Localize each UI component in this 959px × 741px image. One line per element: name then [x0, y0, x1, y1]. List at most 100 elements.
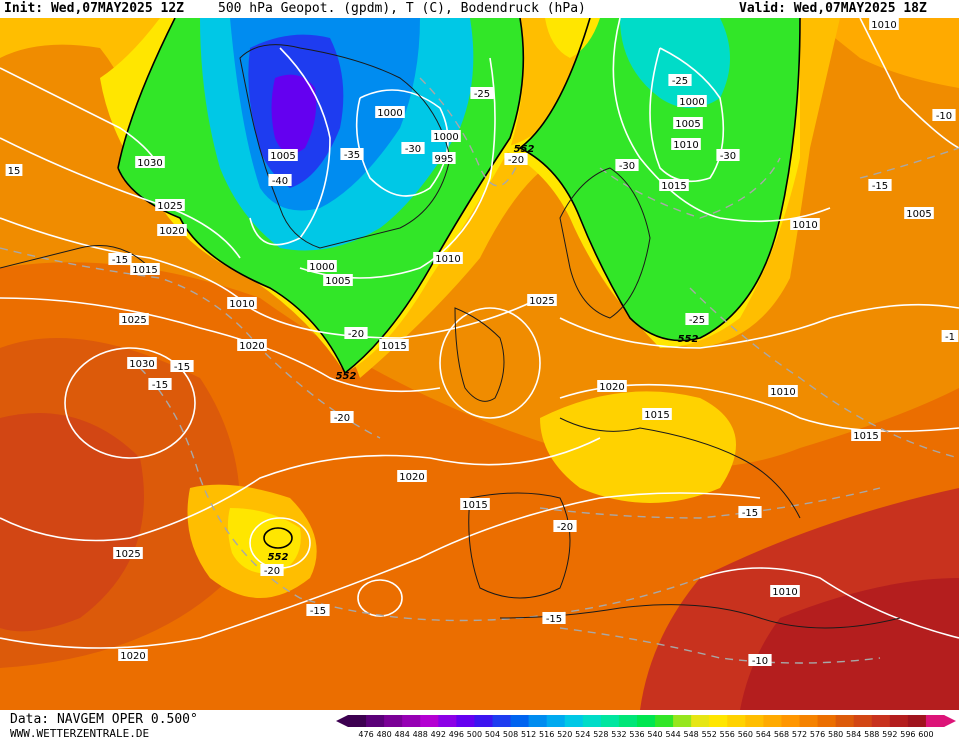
colorbar-label: 508: [503, 730, 518, 739]
colorbar-label: 560: [738, 730, 753, 739]
pressure-label-bg: [130, 263, 160, 275]
pressure-label-text: 1025: [115, 549, 140, 560]
temperature-label-text: -20: [334, 413, 350, 424]
temperature-label: -15: [170, 360, 194, 373]
pressure-label-text: 1020: [120, 651, 145, 662]
colorbar-label: 592: [882, 730, 897, 739]
isotherm: [559, 627, 881, 664]
isotherm: [0, 247, 381, 439]
colorbar-swatch: [709, 715, 728, 727]
isobar-high-1030: [64, 347, 196, 459]
isobar: [299, 57, 496, 279]
pressure-label-text: 1010: [770, 387, 795, 398]
temperature-label: -15: [148, 378, 172, 391]
colorbar-label: 524: [575, 730, 590, 739]
pressure-label-bg: [851, 429, 881, 441]
pressure-label: 1025: [113, 547, 143, 560]
temperature-label-bg: [668, 74, 692, 86]
pressure-label: 1010: [671, 138, 701, 151]
temperature-label: -30: [615, 159, 639, 172]
pressure-label-text: 1020: [239, 341, 264, 352]
pressure-label: 1030: [127, 357, 157, 370]
colorbar-swatch: [618, 715, 638, 727]
temperature-label-text: -15: [174, 362, 190, 373]
pressure-label: 1015: [379, 339, 409, 352]
colorbar-label: 480: [376, 730, 391, 739]
pressure-label-text: 1015: [853, 431, 878, 442]
temperature-label: -15: [542, 612, 566, 625]
temperature-label-bg: [716, 149, 740, 161]
pressure-label-bg: [155, 199, 185, 211]
temperature-label-text: -30: [405, 144, 421, 155]
colorbar-swatch: [384, 715, 403, 727]
pressure-label-bg: [118, 649, 148, 661]
pressure-label-bg: [432, 152, 456, 164]
temperature-label: -20: [504, 153, 528, 166]
pressure-label-text: 995: [434, 154, 453, 165]
pressure-label: 995: [432, 152, 456, 165]
colorbar-label: 532: [611, 730, 626, 739]
colorbar-swatch: [727, 715, 746, 727]
pressure-label-bg: [671, 138, 701, 150]
temperature-label: -25: [668, 74, 692, 87]
colorbar-labels: 476 480 484 488 492 496 500 504 508 512 516 520 524 5…: [358, 730, 933, 739]
pressure-label-text: 1010: [792, 220, 817, 231]
pressure-label-bg: [113, 547, 143, 559]
colorbar-label: 564: [756, 730, 771, 739]
pressure-label-text: 1015: [661, 181, 686, 192]
temperature-label-bg: [260, 564, 284, 576]
colorbar-label: 552: [702, 730, 717, 739]
pressure-label-bg: [460, 498, 490, 510]
pressure-label: 1025: [119, 313, 149, 326]
temperature-label-text: -15: [112, 255, 128, 266]
temperature-label-bg: [340, 148, 364, 160]
britain-coast: [454, 307, 505, 402]
isobar: [699, 567, 959, 639]
temperature-label: -15: [868, 179, 892, 192]
colorbar-label: 556: [720, 730, 735, 739]
colorbar-legend: 476 480 484 488 492 496 500 504 508 512 516 520 524 5…: [336, 715, 956, 739]
colorbar-label: 484: [395, 730, 410, 739]
geopot-552-east: [518, 18, 801, 342]
colorbar-swatch: [456, 715, 475, 727]
isobar: [859, 18, 959, 149]
geopot-label-text: 552: [268, 552, 289, 563]
temperature-label-text: -15: [152, 380, 168, 391]
isotherms: [0, 77, 959, 664]
pressure-label: 1005: [323, 274, 353, 287]
colorbar-label: 588: [864, 730, 879, 739]
isobar: [559, 303, 959, 349]
isobars: [0, 18, 959, 649]
pressure-label-bg: [119, 313, 149, 325]
website: WWW.WETTERZENTRALE.DE: [10, 727, 150, 740]
pressure-label-bg: [323, 274, 353, 286]
temperature-label-bg: [504, 153, 528, 165]
colorbar-swatch: [655, 715, 674, 727]
field-purple-core: [271, 74, 317, 154]
colorbar-swatch: [348, 715, 367, 727]
colorbar-swatch: [673, 715, 692, 727]
pressure-label: 1010: [770, 585, 800, 598]
isotherm: [859, 147, 959, 179]
temperature-label-bg: [738, 506, 762, 518]
isobar-small: [357, 579, 403, 617]
geopot-552-cutoff: [263, 527, 293, 549]
pressure-label-bg: [869, 18, 899, 30]
pressure-label-text: 1025: [529, 296, 554, 307]
pressure-label-text: 1020: [399, 472, 424, 483]
pressure-label-bg: [157, 224, 187, 236]
init-time: Init: Wed,07MAY2025 12Z: [4, 1, 185, 16]
temperature-label: -40: [268, 174, 292, 187]
temperature-label-bg: [868, 179, 892, 191]
colorbar-label: 572: [792, 730, 807, 739]
pressure-label-text: 1015: [462, 500, 487, 511]
pressure-label-bg: [904, 207, 934, 219]
temperature-label-bg: [401, 142, 425, 154]
isobar: [0, 437, 601, 542]
pressure-label-text: 1020: [599, 382, 624, 393]
pressure-label-bg: [642, 408, 672, 420]
pressure-label: 1020: [157, 224, 187, 237]
pressure-label-text: 1000: [433, 132, 458, 143]
pressure-label-text: 1025: [121, 315, 146, 326]
temperature-label-text: -20: [557, 522, 573, 533]
